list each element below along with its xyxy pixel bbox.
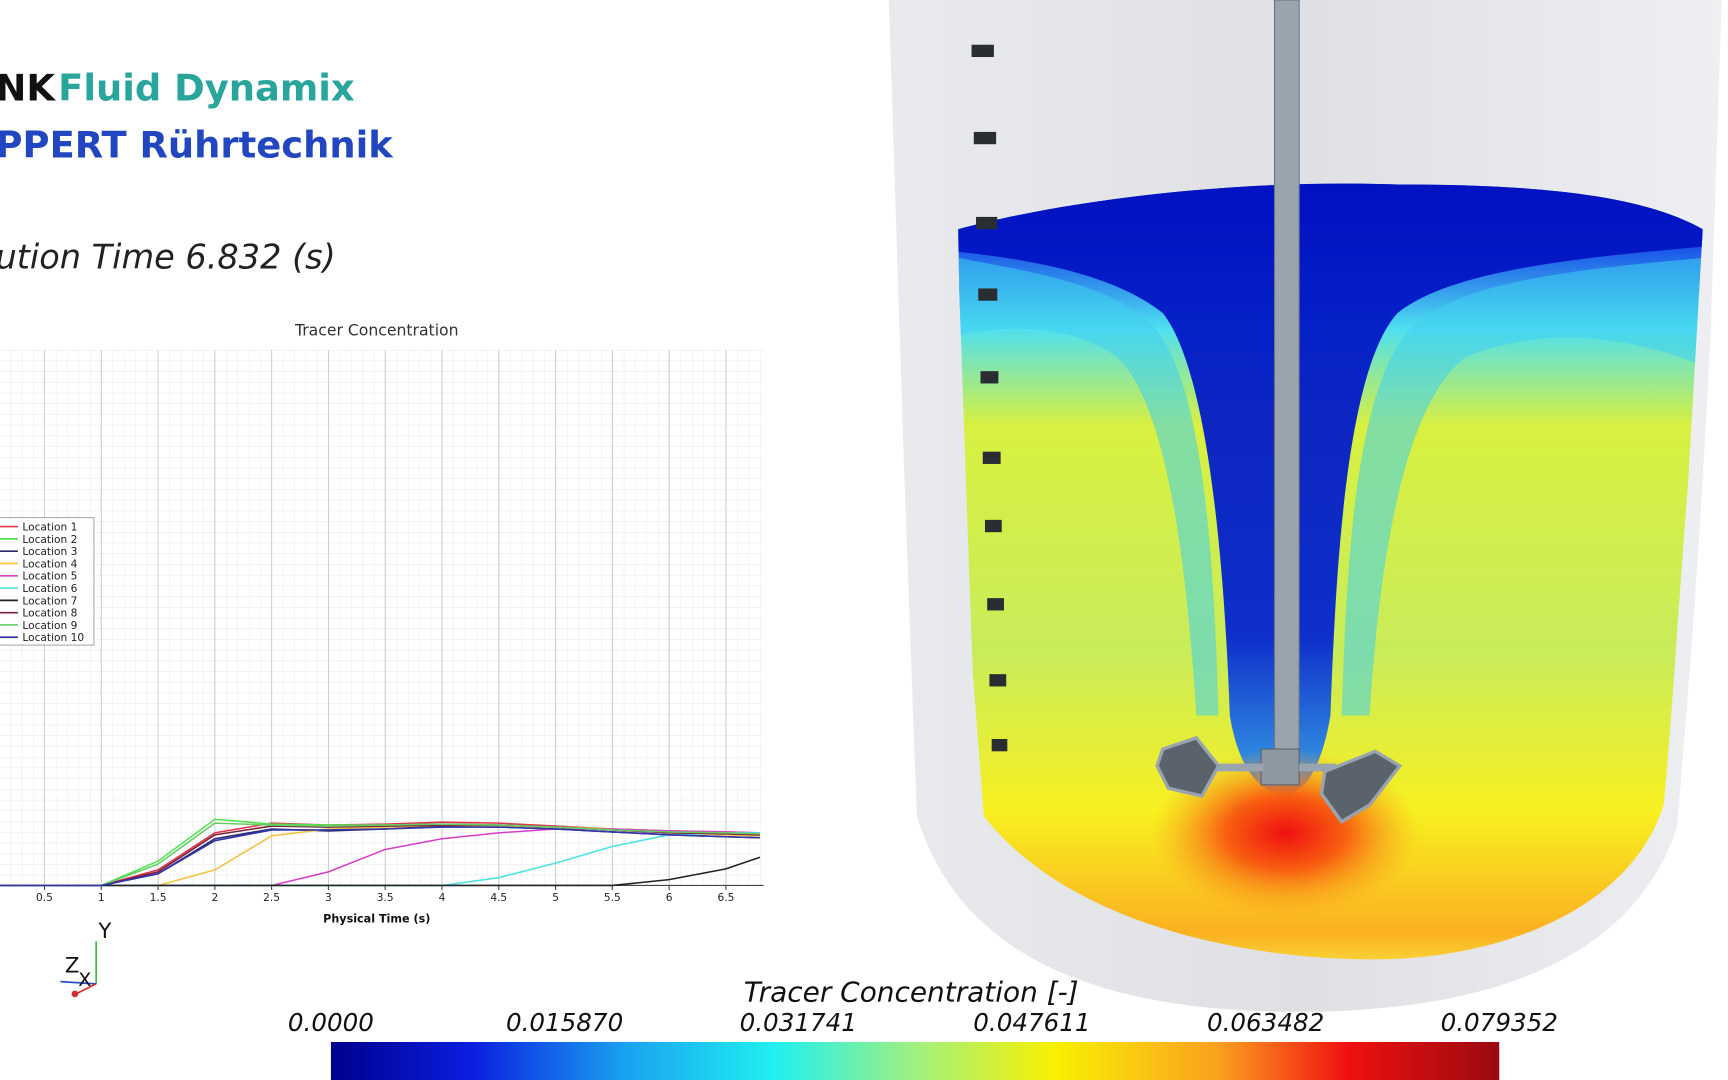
x-tick-label: 1.5	[150, 891, 167, 904]
x-tick-label: 4	[439, 891, 446, 904]
legend-label: Location 1	[22, 520, 77, 533]
series-line	[0, 856, 761, 887]
x-tick-label: 2.5	[263, 891, 280, 904]
colorbar-tick-label: 0.0000	[288, 1008, 374, 1037]
legend-label: Location 10	[22, 631, 84, 644]
triad-x: X	[78, 969, 91, 991]
colorbar-tick-label: 0.079352	[1441, 1008, 1558, 1037]
legend-label: Location 7	[22, 594, 77, 607]
colorbar-tick-label: 0.047611	[973, 1008, 1090, 1037]
minor-grid	[0, 349, 764, 886]
x-tick-label: 3.5	[377, 891, 394, 904]
tank-view	[888, 0, 1722, 1012]
legend-label: Location 9	[22, 619, 77, 632]
chart-title: Tracer Concentration	[294, 320, 459, 339]
x-tick-label: 6	[666, 891, 673, 904]
triad-z: Z	[65, 954, 80, 979]
company: PPERT Rührtechnik	[0, 124, 394, 167]
solution-time: ution Time 6.832 (s)	[0, 237, 336, 276]
x-tick-label: 1	[98, 891, 105, 904]
x-tick-label: 4.5	[490, 891, 507, 904]
triad-y: Y	[97, 919, 112, 944]
colorbar-title: Tracer Concentration [-]	[744, 976, 1079, 1009]
x-tick-label: 6.5	[717, 891, 734, 904]
legend-label: Location 4	[22, 557, 77, 570]
legend-label: Location 8	[22, 607, 77, 620]
x-tick-label: 5	[552, 891, 559, 904]
colorbar-tick-label: 0.063482	[1207, 1008, 1324, 1037]
legend-label: Location 2	[22, 533, 77, 546]
colorbar-ramp	[330, 1041, 1500, 1080]
legend-label: Location 6	[22, 582, 77, 595]
series-line	[0, 826, 760, 887]
x-axis-label: Physical Time (s)	[323, 912, 430, 925]
colorbar-tick-label: 0.031741	[740, 1008, 857, 1037]
brand-b: Fluid Dynamix	[58, 67, 355, 110]
x-tick-label: 5.5	[604, 891, 621, 904]
brand-a: NK	[0, 67, 56, 110]
axis-triad: Y Z X	[60, 919, 112, 998]
x-tick-label: 0.5	[36, 891, 53, 904]
series-line	[0, 822, 760, 887]
x-tick-label: 2	[211, 891, 218, 904]
x-tick-label: 3	[325, 891, 332, 904]
legend-label: Location 5	[22, 570, 77, 583]
colorbar-tick-label: 0.015870	[506, 1008, 623, 1037]
line-chart: Tracer Concentration Physical Time (s) 0…	[0, 320, 764, 925]
colorbar: Tracer Concentration [-] 0.0000 0.015870 0…	[288, 976, 1558, 1080]
legend-label: Location 3	[22, 545, 77, 558]
